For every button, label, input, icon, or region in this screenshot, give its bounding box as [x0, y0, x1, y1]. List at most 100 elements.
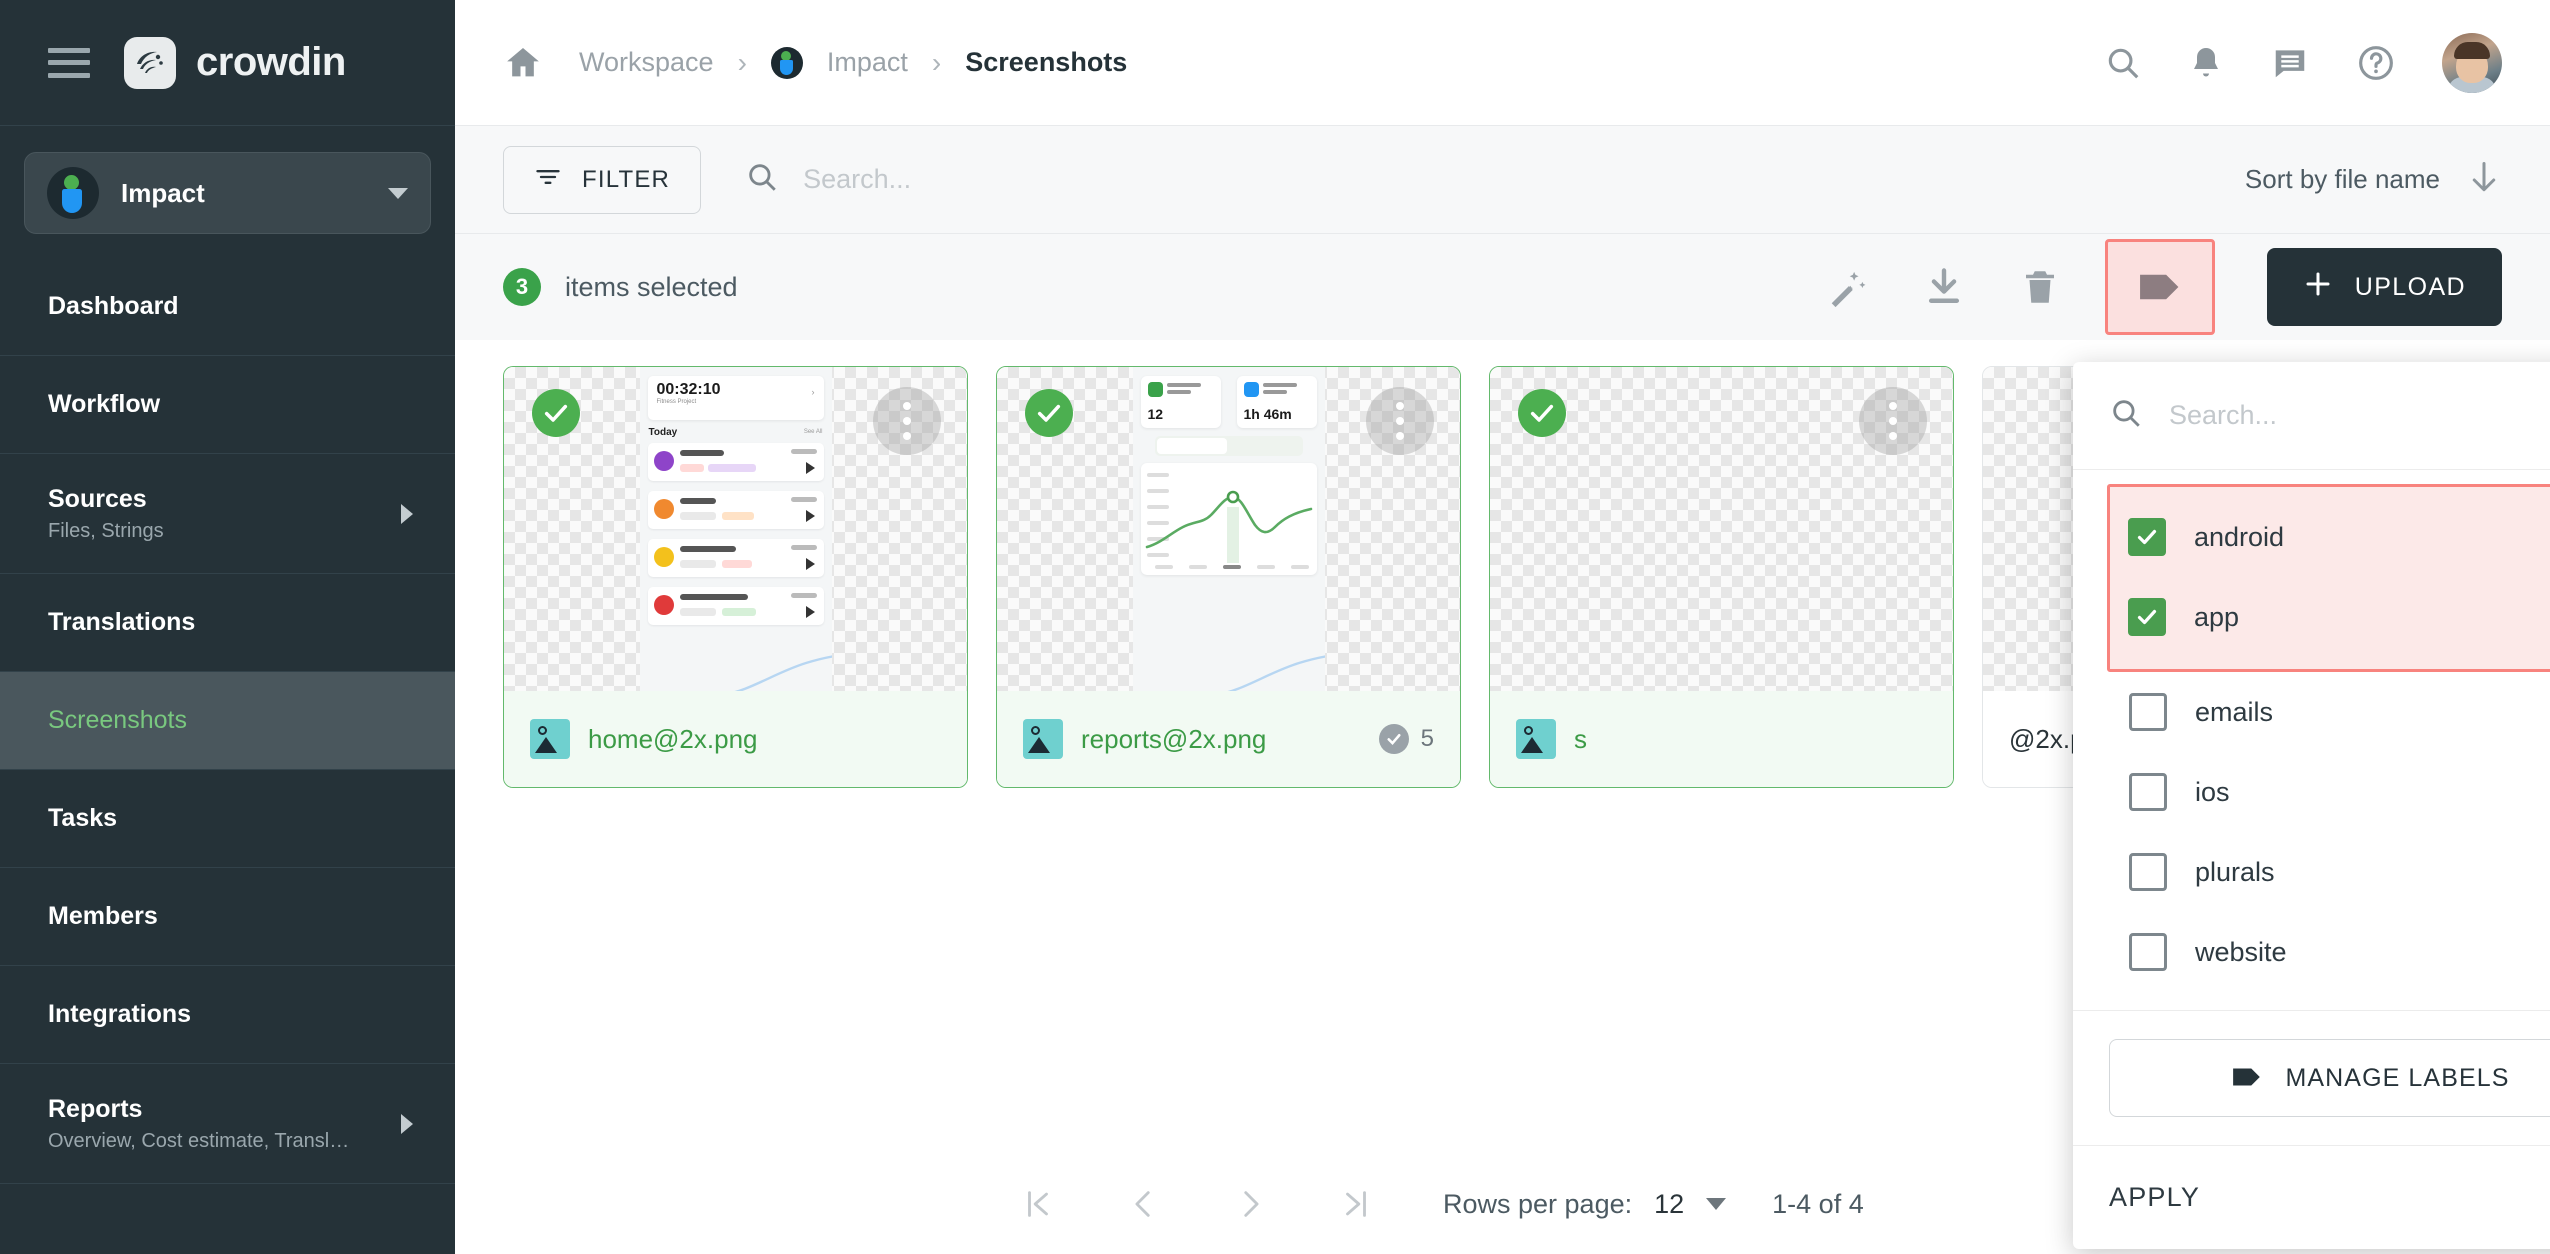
label-item-website[interactable]: website [2073, 912, 2550, 992]
tag-icon[interactable] [2104, 239, 2215, 335]
sidebar-nav: Dashboard Workflow Sources Files, String… [0, 258, 455, 1254]
delete-icon[interactable] [2009, 256, 2071, 318]
checkbox-unchecked-icon[interactable] [2129, 773, 2167, 811]
chevron-down-icon [388, 187, 408, 199]
label-item-plurals[interactable]: plurals [2073, 832, 2550, 912]
sidebar-item-dashboard[interactable]: Dashboard [0, 258, 455, 356]
magic-wand-icon[interactable] [1817, 256, 1879, 318]
label-item-emails[interactable]: emails [2073, 672, 2550, 752]
upload-button[interactable]: UPLOAD [2266, 248, 2502, 326]
first-page-icon[interactable] [985, 1186, 1091, 1222]
sidebar-item-tasks[interactable]: Tasks [0, 770, 455, 868]
search-icon [2109, 396, 2143, 435]
more-vertical-icon[interactable] [873, 387, 941, 455]
arrow-down-icon[interactable] [2466, 158, 2502, 201]
checkbox-checked-icon[interactable] [2128, 598, 2166, 636]
brand-logo[interactable]: crowdin [124, 36, 346, 89]
sidebar-item-label: Reports [48, 1094, 143, 1123]
search-icon[interactable] [2104, 44, 2142, 82]
check-circle-icon[interactable] [1025, 389, 1073, 437]
sidebar-item-label: Dashboard [48, 292, 179, 320]
checkbox-unchecked-icon[interactable] [2129, 853, 2167, 891]
label-name: ios [2195, 776, 2230, 807]
labels-search-input[interactable] [2169, 400, 2550, 431]
brand-name: crowdin [196, 40, 346, 84]
label-item-android[interactable]: android [2110, 497, 2550, 577]
labels-search-row [2073, 362, 2550, 470]
manage-labels-button[interactable]: MANAGE LABELS [2109, 1039, 2550, 1117]
selection-actions [1817, 239, 2215, 335]
sidebar-item-label: Tasks [48, 804, 118, 832]
sidebar-item-sources[interactable]: Sources Files, Strings [0, 454, 455, 574]
screenshot-filename: reports@2x.png [1081, 723, 1267, 754]
sidebar-item-workflow[interactable]: Workflow [0, 356, 455, 454]
mockup-wave-decoration [733, 655, 832, 691]
next-page-icon[interactable] [1197, 1186, 1303, 1222]
mockup-section-title: Today [648, 427, 678, 438]
tag-icon [2231, 1065, 2263, 1092]
project-avatar [47, 167, 99, 219]
sidebar-item-label: Workflow [48, 390, 161, 418]
sidebar-item-label: Screenshots [48, 706, 187, 734]
filter-button[interactable]: FILTER [503, 145, 702, 214]
screenshot-card[interactable]: 00:32:10 Fitness Project › Today See All [503, 366, 968, 788]
sidebar-item-integrations[interactable]: Integrations [0, 966, 455, 1064]
hamburger-menu-icon[interactable] [48, 47, 90, 78]
help-icon[interactable] [2356, 43, 2396, 83]
sidebar-item-screenshots[interactable]: Screenshots [0, 672, 455, 770]
more-vertical-icon[interactable] [1366, 387, 1434, 455]
avatar[interactable] [2442, 32, 2502, 93]
comment-count-value: 5 [1420, 725, 1434, 752]
breadcrumb-impact[interactable]: Impact [826, 47, 908, 77]
mockup-task-row [647, 491, 824, 529]
labels-list: android app emails ios [2073, 470, 2550, 1010]
home-icon[interactable] [503, 43, 543, 83]
breadcrumb-workspace[interactable]: Workspace [579, 47, 714, 77]
sort-control[interactable]: Sort by file name [2245, 158, 2502, 201]
toolbar: FILTER Sort by file name [455, 126, 2550, 234]
label-item-ios[interactable]: ios [2073, 752, 2550, 832]
chevron-down-icon[interactable] [1706, 1198, 1727, 1210]
project-selector[interactable]: Impact [24, 152, 431, 234]
sidebar-item-members[interactable]: Members [0, 868, 455, 966]
screenshot-filename: home@2x.png [588, 723, 758, 754]
image-file-icon [1516, 719, 1556, 759]
more-vertical-icon[interactable] [1859, 387, 1927, 455]
screenshot-thumbnail [1490, 367, 1953, 691]
rows-per-page-value[interactable]: 12 [1654, 1188, 1685, 1219]
sidebar-item-reports[interactable]: Reports Overview, Cost estimate, Transl… [0, 1064, 455, 1184]
sidebar-item-sublabel: Files, Strings [48, 519, 164, 542]
selection-bar: 3 items selected [455, 234, 2550, 340]
checkbox-checked-icon[interactable] [2128, 518, 2166, 556]
sidebar-item-translations[interactable]: Translations [0, 574, 455, 672]
apply-button[interactable]: APPLY [2109, 1182, 2201, 1212]
checkbox-unchecked-icon[interactable] [2129, 693, 2167, 731]
bell-icon[interactable] [2188, 44, 2224, 82]
download-icon[interactable] [1913, 256, 1975, 318]
mockup-task-row [647, 587, 824, 625]
sidebar-item-label: Members [48, 902, 158, 930]
labels-highlight-group: android app [2107, 484, 2550, 672]
screenshot-card[interactable]: s [1489, 366, 1954, 788]
screenshot-thumbnail: 12 1h 46m [997, 367, 1460, 691]
search-icon [745, 160, 779, 199]
label-name: emails [2195, 696, 2274, 727]
screenshot-card[interactable]: 12 1h 46m [996, 366, 1461, 788]
check-circle-icon[interactable] [532, 389, 580, 437]
mockup-see-all: See All [803, 429, 823, 435]
search-input[interactable] [803, 164, 1324, 195]
message-icon[interactable] [2270, 44, 2310, 82]
screenshot-thumbnail: 00:32:10 Fitness Project › Today See All [504, 367, 967, 691]
prev-page-icon[interactable] [1091, 1186, 1197, 1222]
check-circle-icon[interactable] [1518, 389, 1566, 437]
chevron-right-icon [401, 503, 413, 524]
sidebar-item-label: Sources [48, 484, 147, 513]
last-page-icon[interactable] [1303, 1186, 1409, 1222]
filter-label: FILTER [582, 165, 671, 193]
label-name: app [2194, 601, 2240, 632]
label-item-app[interactable]: app [2110, 577, 2550, 657]
sidebar-header: crowdin [0, 0, 455, 126]
checkbox-unchecked-icon[interactable] [2129, 933, 2167, 971]
comment-count: 5 [1378, 724, 1434, 754]
